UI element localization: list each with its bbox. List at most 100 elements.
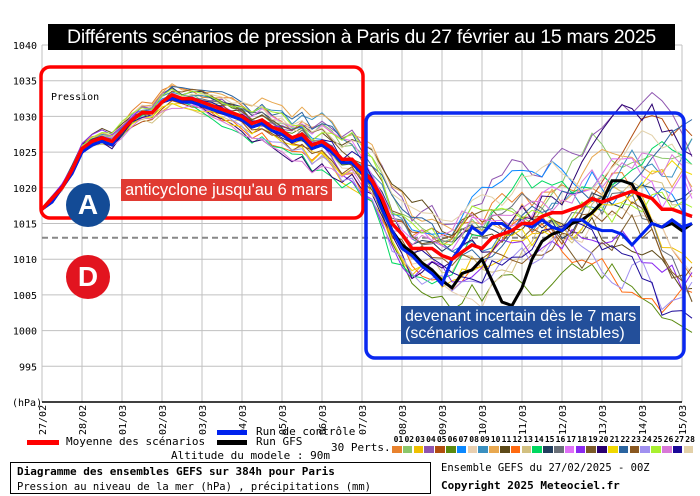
perturbation-swatch (662, 446, 672, 453)
y-tick-label: 1035 (13, 77, 37, 88)
diagram-subtitle: Pression au niveau de la mer (hPa) , pré… (17, 481, 372, 493)
x-tick-label: 15/03 (678, 405, 689, 435)
high-pressure-badge: A (66, 183, 110, 227)
perturbation-swatch (683, 446, 694, 453)
y-tick-label: 1040 (13, 41, 37, 52)
perturbation-number: 19 (588, 435, 598, 444)
x-tick-label: 14/03 (638, 405, 649, 435)
x-tick-label: 04/03 (238, 405, 249, 435)
uncertain-annotation-line2: (scénarios calmes et instables) (405, 325, 625, 342)
x-tick-label: 02/03 (158, 405, 169, 435)
perturbation-number: 10 (490, 435, 501, 444)
perturbation-number: 04 (426, 435, 436, 444)
perturbation-number: 09 (480, 435, 490, 444)
panel-label: Pression (51, 92, 100, 103)
legend-gfs-label: Run GFS (256, 435, 303, 448)
perturbation-swatch (651, 446, 661, 453)
perturbation-swatch (629, 446, 640, 453)
perturbation-number: 07 (458, 435, 469, 444)
perturbation-number: 25 (652, 435, 663, 444)
perturbation-number: 20 (598, 435, 609, 444)
perturbation-swatch (608, 446, 618, 453)
y-tick-label: 1025 (13, 148, 37, 159)
altitude-label: Altitude du modele : 90m (171, 449, 330, 462)
perturbation-number: 02 (404, 435, 415, 444)
perturbation-swatch (586, 446, 596, 453)
y-tick-label: 1010 (13, 255, 37, 266)
perturbation-swatch (392, 446, 402, 453)
anticyclone-highlight-box (39, 65, 365, 220)
perturbation-number: 21 (609, 435, 620, 444)
x-tick-label: 13/03 (598, 405, 609, 435)
perturbation-swatch (489, 446, 499, 453)
perturbation-swatch (402, 446, 413, 453)
legend-gfs-swatch (217, 440, 247, 445)
perturbation-number: 16 (555, 435, 566, 444)
diagram-info-box: Diagramme des ensembles GEFS sur 384h po… (10, 462, 431, 494)
y-unit-label: (hPa) (12, 398, 42, 409)
perturbation-number: 05 (436, 435, 447, 444)
copyright: Copyright 2025 Meteociel.fr (441, 479, 620, 492)
x-tick-label: 28/02 (78, 405, 89, 435)
y-tick-label: 1005 (13, 291, 37, 302)
x-tick-label: 12/03 (558, 405, 569, 435)
perturbation-swatch (435, 446, 445, 453)
low-pressure-badge: D (66, 255, 110, 299)
x-tick-label: 10/03 (478, 405, 489, 435)
legend-mean-label: Moyenne des scénarios (66, 435, 206, 448)
perturbation-swatch (618, 446, 629, 453)
uncertain-highlight-box (364, 111, 686, 360)
perturbation-swatch (672, 446, 683, 453)
perturbation-number: 01 (393, 435, 404, 444)
perturbation-number: 28 (685, 435, 695, 444)
y-tick-label: 1030 (13, 112, 37, 123)
perturbation-number: 24 (642, 435, 652, 444)
perturbation-swatch (500, 446, 510, 453)
perturbation-swatch (456, 446, 467, 453)
uncertain-annotation-line1: devenant incertain dès le 7 mars (405, 308, 637, 325)
x-tick-label: 09/03 (438, 405, 449, 435)
legend-mean-swatch (27, 440, 59, 445)
uncertain-annotation: devenant incertain dès le 7 mars (scénar… (401, 306, 641, 344)
y-tick-label: 1015 (13, 220, 37, 231)
perturbation-swatch (424, 446, 434, 453)
x-tick-label: 01/03 (118, 405, 129, 435)
perturbation-swatch (564, 446, 575, 453)
legend-control-label: Run de contrôle (256, 425, 356, 438)
perturbation-swatch (478, 446, 488, 453)
perturbation-number: 26 (663, 435, 674, 444)
anticyclone-annotation: anticyclone jusqu'au 6 mars (121, 179, 333, 201)
perturbation-number: 12 (512, 435, 523, 444)
perturbation-swatch (554, 446, 564, 453)
x-axis: 27/02 28/02 01/03 02/03 03/03 04/03 05/03 06/03… (38, 405, 689, 435)
chart-title: Différents scénarios de pression à Paris… (48, 24, 675, 50)
perturbation-number: 17 (566, 435, 577, 444)
perturbation-swatch (597, 446, 607, 453)
y-tick-label: 1000 (13, 327, 37, 338)
diagram-title: Diagramme des ensembles GEFS sur 384h po… (17, 465, 335, 478)
perturbation-number: 15 (544, 435, 555, 444)
legend-control-swatch (217, 430, 247, 435)
y-tick-label: 995 (19, 362, 37, 373)
perturbation-swatch (532, 446, 542, 453)
perturbation-swatch (413, 446, 424, 453)
perturbation-number: 27 (674, 435, 685, 444)
perturbation-swatch (521, 446, 532, 453)
perturbation-number: 13 (523, 435, 533, 444)
perturbation-swatch (446, 446, 456, 453)
perturbation-swatch (467, 446, 478, 453)
x-tick-label: 08/03 (398, 405, 409, 435)
x-tick-label: 07/03 (358, 405, 369, 435)
perturbation-number: 18 (577, 435, 587, 444)
perturbation-swatch (510, 446, 521, 453)
run-info: Ensemble GEFS du 27/02/2025 - 00Z (441, 462, 650, 474)
x-tick-label: 05/03 (278, 405, 289, 435)
x-tick-label: 11/03 (518, 405, 529, 435)
x-tick-label: 03/03 (198, 405, 209, 435)
perturbation-number: 06 (447, 435, 458, 444)
perturbation-swatch (575, 446, 586, 453)
y-tick-label: 1020 (13, 184, 37, 195)
x-tick-label: 06/03 (318, 405, 329, 435)
perturbation-swatch (640, 446, 650, 453)
